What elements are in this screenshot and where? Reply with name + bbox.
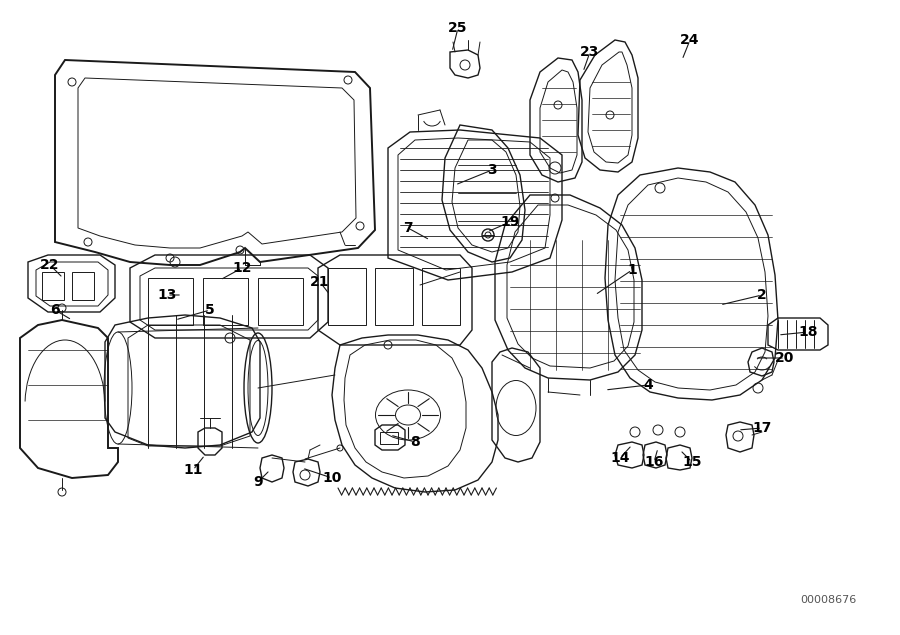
- Text: 16: 16: [644, 455, 663, 469]
- Text: 6: 6: [50, 303, 59, 317]
- Text: 23: 23: [580, 45, 599, 59]
- Text: 5: 5: [205, 303, 215, 317]
- Text: 18: 18: [798, 325, 818, 339]
- Text: 9: 9: [253, 475, 263, 489]
- Text: 15: 15: [682, 455, 702, 469]
- Text: 24: 24: [680, 33, 700, 47]
- Text: 4: 4: [644, 378, 652, 392]
- Text: 17: 17: [752, 421, 771, 435]
- Text: 10: 10: [322, 471, 342, 485]
- Text: 3: 3: [487, 163, 497, 177]
- Text: 2: 2: [757, 288, 767, 302]
- Text: 1: 1: [627, 263, 637, 277]
- Text: 25: 25: [448, 21, 468, 35]
- Text: 22: 22: [40, 258, 59, 272]
- Text: 21: 21: [310, 275, 329, 289]
- Text: 13: 13: [158, 288, 176, 302]
- Text: 00008676: 00008676: [800, 595, 856, 605]
- Text: 12: 12: [232, 261, 252, 275]
- Text: 14: 14: [610, 451, 630, 465]
- Text: 20: 20: [775, 351, 795, 365]
- Text: 19: 19: [500, 215, 519, 229]
- Bar: [380, 432, 398, 444]
- Text: 8: 8: [410, 435, 420, 449]
- Text: 11: 11: [184, 463, 202, 477]
- Text: 7: 7: [403, 221, 413, 235]
